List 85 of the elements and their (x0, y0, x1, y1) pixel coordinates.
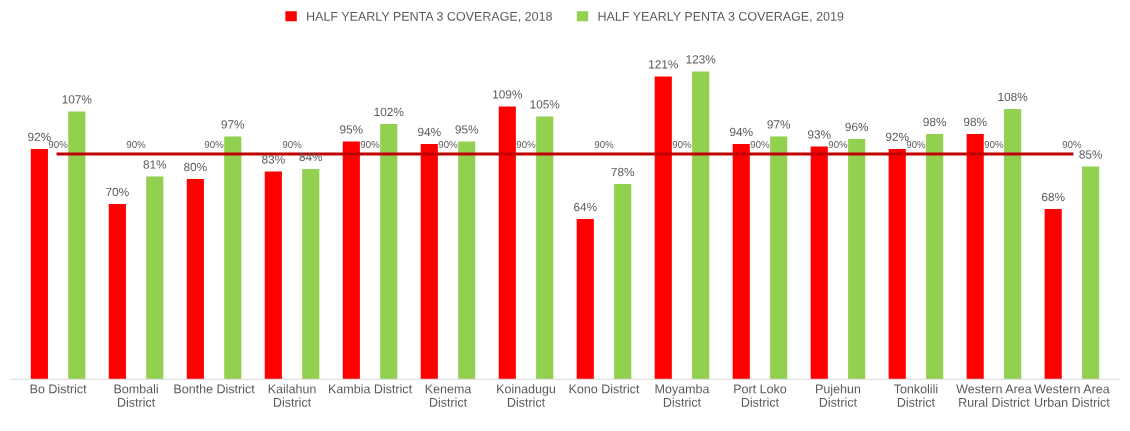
data-label: 94% (418, 127, 441, 137)
data-label: 97% (221, 120, 245, 129)
data-label: 92% (885, 132, 909, 142)
legend-label: HALF YEARLY PENTA 3 COVERAGE, 2018 (307, 11, 552, 23)
data-label: 90% (750, 141, 770, 148)
bar (108, 204, 126, 380)
data-label: 90% (828, 141, 848, 148)
x-tick-label: Western Area Urban District (1034, 384, 1110, 407)
bar (380, 123, 398, 380)
bar (692, 71, 710, 380)
bar (810, 146, 828, 380)
data-label: 90% (594, 141, 614, 148)
x-tick-label: Kailahun District (268, 384, 316, 407)
bar (264, 171, 282, 380)
data-label: 94% (729, 127, 753, 137)
bar (926, 134, 944, 380)
data-label: 105% (530, 100, 560, 109)
bar (1082, 166, 1100, 380)
data-label: 85% (1079, 150, 1103, 159)
bar (498, 106, 516, 380)
data-label: 78% (611, 167, 635, 177)
data-label: 90% (438, 141, 458, 148)
data-label: 90% (672, 141, 692, 148)
bar (966, 134, 984, 380)
x-tick-label: Bombali District (114, 384, 158, 407)
data-label: 90% (126, 141, 146, 148)
data-label: 90% (204, 141, 224, 148)
x-tick-label: Kono District (569, 384, 640, 394)
data-label: 109% (493, 90, 522, 99)
data-label: 90% (1062, 141, 1082, 148)
data-label: 102% (374, 107, 404, 117)
data-label: 92% (28, 132, 51, 142)
bar (576, 219, 594, 380)
bar (458, 141, 476, 380)
x-tick-label: Pujehun District (816, 384, 861, 407)
data-label: 108% (998, 92, 1028, 102)
bar (302, 169, 320, 380)
data-label: 90% (984, 141, 1004, 148)
bar (68, 111, 86, 380)
data-label: 98% (963, 117, 987, 127)
data-label: 64% (574, 202, 597, 212)
bar (536, 116, 554, 380)
bar (146, 176, 164, 380)
data-label: 68% (1041, 192, 1065, 202)
data-label: 81% (143, 160, 167, 169)
x-tick-label: Bo District (30, 384, 87, 394)
data-label: 95% (455, 125, 479, 134)
bar (614, 184, 632, 380)
bar (342, 141, 360, 380)
data-label: 80% (184, 162, 207, 172)
bar (30, 149, 48, 380)
data-label: 93% (807, 130, 831, 139)
data-label: 96% (845, 122, 869, 132)
legend-label: HALF YEARLY PENTA 3 COVERAGE, 2019 (598, 11, 844, 23)
bar (888, 149, 906, 380)
x-tick-label: Tonkolili District (893, 384, 938, 407)
data-label: 83% (262, 155, 285, 164)
data-label: 95% (340, 125, 363, 134)
data-label: 107% (62, 95, 92, 104)
x-tick-label: Bonthe District (174, 384, 255, 394)
bar (186, 179, 204, 380)
x-tick-label: Western Area Rural District (956, 384, 1032, 407)
bar (1044, 209, 1062, 380)
x-tick-label: Kenema District (425, 384, 472, 407)
bar (732, 144, 750, 380)
data-label: 123% (686, 55, 716, 64)
data-label: 98% (923, 117, 947, 127)
data-label: 90% (906, 141, 926, 148)
data-label: 121% (649, 60, 678, 69)
data-label: 90% (282, 141, 302, 148)
bar (224, 136, 242, 380)
data-label: 90% (360, 141, 380, 148)
x-tick-label: Moyamba District (655, 384, 710, 407)
bar (420, 144, 438, 380)
data-label: 70% (106, 187, 129, 197)
x-tick-label: Kambia District (329, 384, 412, 394)
x-tick-label: Koinadugu District (497, 384, 556, 407)
data-label: 90% (48, 141, 68, 148)
bar (848, 139, 866, 380)
bar (654, 76, 672, 380)
x-tick-label: Port Loko District (734, 384, 787, 407)
data-label: 90% (516, 141, 536, 148)
bar (770, 136, 788, 380)
bar (1004, 108, 1022, 380)
data-label: 97% (767, 120, 791, 129)
